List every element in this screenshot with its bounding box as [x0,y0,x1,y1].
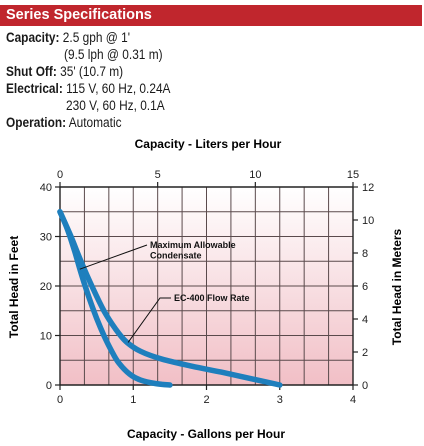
left-tick-label: 30 [40,232,52,244]
spec-capacity: Capacity: 2.5 gph @ 1' [6,30,130,45]
top-axis-label: Capacity - Liters per Hour [135,137,282,151]
shutoff-value: 35' (10.7 m) [60,64,124,79]
right-tick-label: 2 [362,347,368,359]
top-tick-label: 0 [57,169,63,181]
capacity-cont: (9.5 lph @ 0.31 m) [64,47,163,62]
right-tick-label: 10 [362,215,374,227]
bottom-tick-label: 2 [203,394,209,406]
left-axis-label: Total Head in Feet [7,236,21,338]
annotation-max-allowable-label: Maximum Allowable [150,240,236,250]
left-tick-label: 40 [40,182,52,194]
top-tick-label: 15 [347,169,359,181]
capacity-label: Capacity: [6,30,60,45]
bottom-tick-label: 4 [350,394,356,406]
bottom-tick-label: 0 [57,394,63,406]
left-tick-label: 10 [40,331,52,343]
top-tick-label: 10 [249,169,261,181]
bottom-axis-label: Capacity - Gallons per Hour [127,427,285,441]
bottom-tick-label: 3 [277,394,283,406]
annotation-max-allowable-leader [79,244,148,270]
annotation-ec400-leader [127,297,171,343]
spec-header-title: Series Specifications [6,7,152,23]
right-tick-label: 6 [362,281,368,293]
right-tick-label: 12 [362,182,374,194]
series [57,209,283,388]
right-tick-label: 8 [362,248,368,260]
spec-shutoff: Shut Off: 35' (10.7 m) [6,64,123,79]
electrical-cont: 230 V, 60 Hz, 0.1A [66,98,165,113]
spec-operation: Operation: Automatic [6,115,122,130]
annotation-ec400-label: EC-400 Flow Rate [174,293,250,303]
series-line-ec-400-flow-rate [57,209,283,388]
left-tick-label: 20 [40,281,52,293]
spec-header: Series Specifications [0,5,422,26]
spec-electrical: Electrical: 115 V, 60 Hz, 0.24A [6,81,170,96]
operation-label: Operation: [6,115,67,130]
right-tick-label: 4 [362,314,368,326]
bottom-tick-label: 1 [130,394,136,406]
top-tick-label: 5 [155,169,161,181]
annotation-max-allowable-label: Condensate [150,251,202,261]
electrical-value: 115 V, 60 Hz, 0.24A [66,81,171,96]
shutoff-label: Shut Off: [6,64,57,79]
electrical-label: Electrical: [6,81,63,96]
right-axis-label: Total Head in Meters [390,228,404,345]
capacity-value: 2.5 gph @ 1' [62,30,130,45]
operation-value: Automatic [68,115,122,130]
left-tick-label: 0 [46,380,52,392]
right-tick-label: 0 [362,380,368,392]
